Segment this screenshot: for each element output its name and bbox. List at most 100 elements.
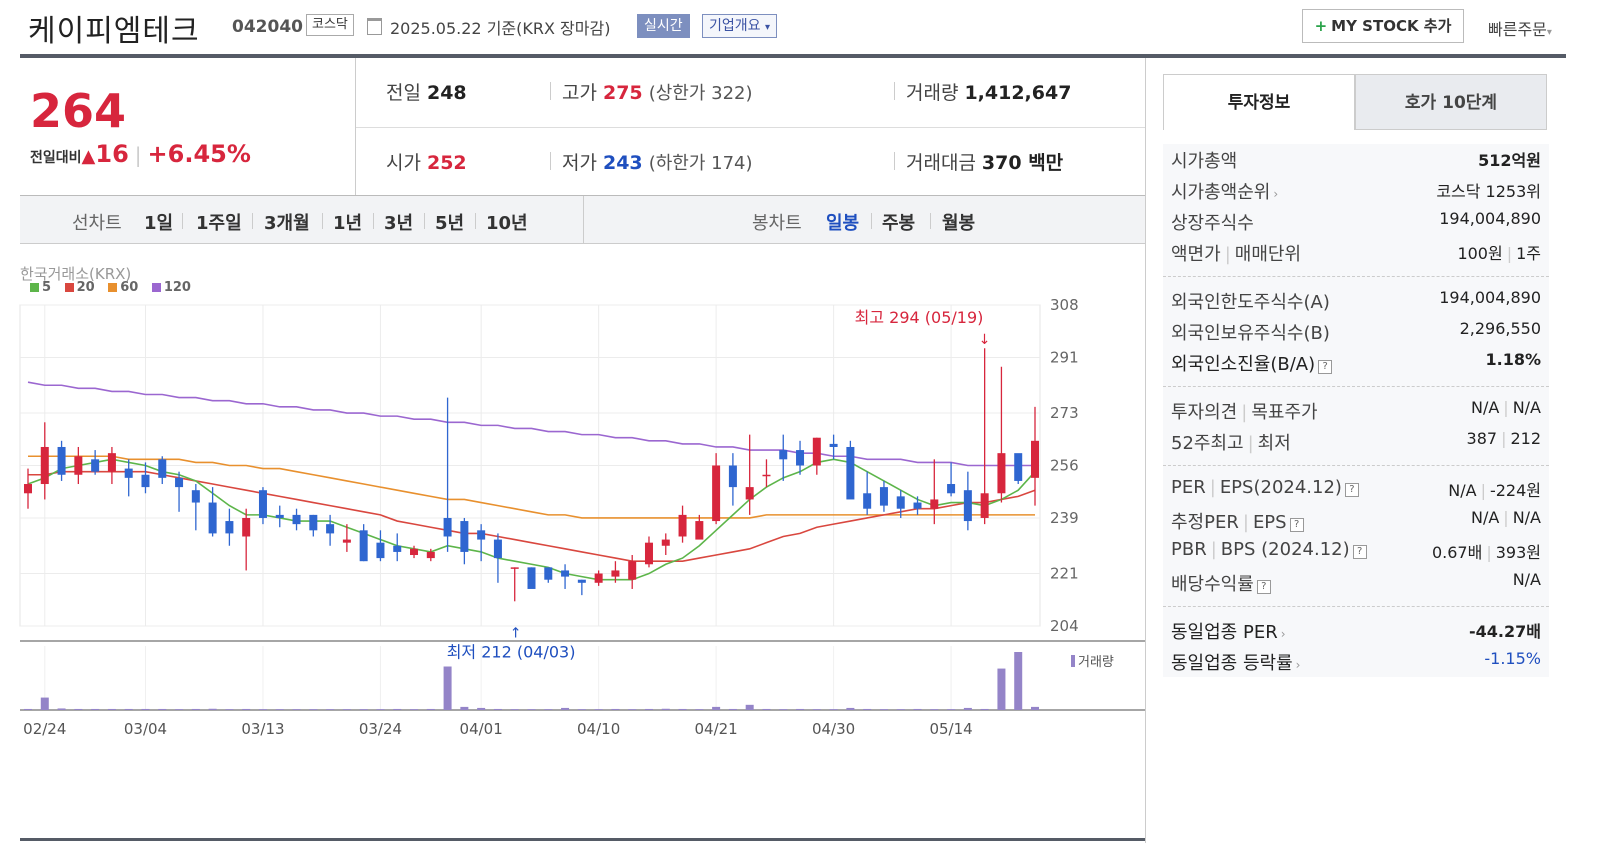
- info-value: N/A: [1512, 570, 1541, 589]
- help-icon[interactable]: ?: [1256, 580, 1271, 594]
- candle-body: [460, 521, 469, 552]
- candle-body: [712, 465, 721, 522]
- tab-period-10y[interactable]: 10년: [486, 213, 528, 234]
- help-icon[interactable]: ?: [1318, 360, 1333, 374]
- info-row-foreign-limit: 외국인한도주식수(A) 194,004,890: [1163, 285, 1549, 316]
- volume: 거래량 1,412,647: [906, 78, 1071, 105]
- tab-period-1w[interactable]: 1주일: [196, 213, 242, 234]
- realtime-button[interactable]: 실시간: [637, 14, 690, 38]
- header-divider: [20, 54, 1566, 58]
- legend-label: 5: [42, 280, 52, 295]
- tab-period-5y[interactable]: 5년: [435, 213, 465, 234]
- info-label: 매매단위: [1234, 244, 1302, 265]
- tab-candle-monthly[interactable]: 월봉: [942, 213, 976, 234]
- volume-bar: [695, 709, 704, 710]
- corp-info-label: 기업개요: [709, 18, 761, 34]
- price-box: 264 전일대비▲16 | +6.45%: [20, 58, 356, 196]
- candle-body: [275, 514, 284, 518]
- volume-bar: [829, 709, 838, 710]
- volume-bar: [426, 708, 435, 710]
- high-value: 275: [602, 82, 643, 104]
- upper-limit: (상한가 322): [648, 83, 753, 104]
- volume-bar: [225, 709, 234, 710]
- candle-body: [544, 567, 553, 580]
- candle-body: [930, 499, 939, 509]
- candle-body: [426, 551, 435, 559]
- arrow-up-icon: ↑: [510, 625, 522, 641]
- tab-period-1d[interactable]: 1일: [144, 213, 174, 234]
- info-row-market-cap-rank[interactable]: 시가총액순위 › 코스닥 1253위: [1163, 175, 1549, 206]
- info-row-sector-change[interactable]: 동일업종 등락률 › -1.15%: [1163, 646, 1549, 677]
- tab-invest-info[interactable]: 투자정보: [1163, 74, 1355, 130]
- tab-candle-weekly[interactable]: 주봉: [882, 213, 916, 234]
- help-icon[interactable]: ?: [1344, 483, 1359, 497]
- invest-info-list: 시가총액 512억원 시가총액순위 › 코스닥 1253위 상장주식수 194,004,…: [1163, 144, 1549, 677]
- volume-bar: [258, 709, 267, 710]
- volume-bar: [208, 708, 217, 710]
- high-label: 고가: [562, 82, 597, 104]
- trade-amount: 거래대금 370 백만: [906, 148, 1063, 175]
- divider: [20, 195, 1146, 196]
- candle-body: [107, 453, 116, 472]
- help-icon[interactable]: ?: [1289, 518, 1304, 532]
- chevron-down-icon: ▾: [764, 22, 771, 33]
- tab-hoga-10[interactable]: 호가 10단계: [1355, 74, 1547, 130]
- candle-body: [997, 453, 1006, 494]
- info-row-sector-per[interactable]: 동일업종 PER › -44.27배: [1163, 615, 1549, 646]
- divider: [550, 152, 551, 170]
- add-mystock-button[interactable]: + MY STOCK 추가: [1302, 9, 1464, 43]
- help-icon[interactable]: ?: [1352, 545, 1367, 559]
- volume-bar: [796, 708, 805, 710]
- tab-period-3y[interactable]: 3년: [384, 213, 414, 234]
- volume-bar: [326, 709, 335, 710]
- quick-order-dropdown[interactable]: 빠른주문▾: [1488, 16, 1552, 40]
- tab-period-1y[interactable]: 1년: [333, 213, 363, 234]
- legend-ma120: 120: [151, 280, 191, 295]
- candle-body: [175, 477, 184, 488]
- volume-bar: [644, 708, 653, 710]
- x-tick-label: 04/30: [812, 720, 855, 738]
- chart-source-label: 한국거래소(KRX): [20, 265, 132, 283]
- low-price: 저가 243 (하한가 174): [562, 148, 753, 175]
- y-tick-label: 239: [1050, 509, 1079, 527]
- candle-body: [577, 579, 586, 583]
- chevron-right-icon: ›: [1295, 658, 1301, 672]
- tab-candle-daily[interactable]: 일봉: [826, 213, 860, 234]
- info-row-est-per: 추정PER | EPS? N/A | N/A: [1171, 508, 1541, 533]
- divider: [424, 213, 425, 229]
- divider: [252, 213, 253, 229]
- candle-body: [527, 567, 536, 589]
- volume-bar: [712, 706, 721, 710]
- volume-bar: [544, 709, 553, 710]
- divider: [182, 213, 183, 229]
- candle-body: [410, 548, 419, 556]
- arrow-down-icon: ↓: [979, 332, 991, 348]
- candle-body: [24, 484, 32, 494]
- candle-body: [393, 545, 402, 552]
- candle-body: [493, 539, 502, 559]
- tab-period-3m[interactable]: 3개월: [264, 213, 310, 234]
- quick-order-label: 빠른주문: [1488, 20, 1547, 39]
- y-tick-label: 221: [1050, 565, 1079, 583]
- info-value: -44.27배: [1469, 622, 1541, 641]
- candle-body: [1014, 453, 1023, 481]
- info-value: 코스닥 1253위: [1436, 182, 1541, 201]
- volume-value: 1,412,647: [964, 82, 1072, 104]
- volume-bar: [594, 709, 603, 710]
- candle-body: [208, 502, 217, 534]
- legend-swatch: [30, 283, 39, 292]
- volume-bar: [460, 706, 469, 710]
- info-label: 52주최고: [1171, 433, 1244, 454]
- volume-bar: [477, 707, 486, 710]
- corp-info-dropdown[interactable]: 기업개요 ▾: [702, 14, 778, 38]
- market-badge: 코스닥: [306, 14, 354, 36]
- volume-bar: [74, 708, 83, 710]
- plus-icon: +: [1314, 17, 1328, 35]
- candle-body: [678, 514, 687, 537]
- info-label: 외국인한도주식수(A): [1171, 292, 1330, 313]
- info-value: 194,004,890: [1439, 209, 1541, 228]
- price-chart[interactable]: 한국거래소(KRX) 5 20 60 120 308 291 273 256 239 22…: [0, 246, 1146, 846]
- info-label: 동일업종 PER: [1171, 622, 1278, 643]
- volume-bar: [628, 709, 637, 710]
- candle-body: [728, 465, 737, 488]
